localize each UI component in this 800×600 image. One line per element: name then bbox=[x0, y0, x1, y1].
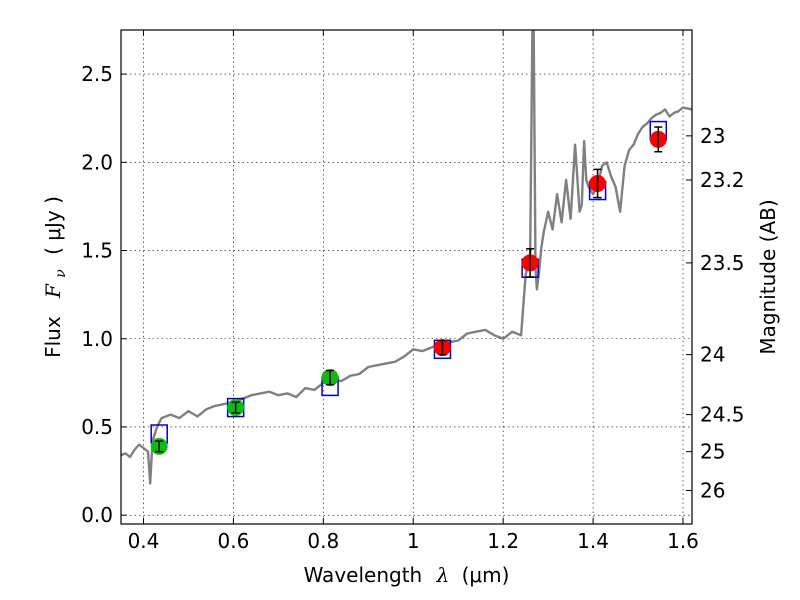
y-axis-label: Flux F ν ( μJy ) bbox=[41, 196, 70, 358]
y-axis-label-text: Flux bbox=[41, 316, 65, 358]
y-axis-unit: ( μJy ) bbox=[41, 196, 65, 255]
right-tick-label: 24 bbox=[700, 343, 725, 367]
right-tick-label: 23.2 bbox=[700, 168, 745, 192]
y-tick-label: 2.0 bbox=[81, 150, 113, 174]
right-tick-label: 24.5 bbox=[700, 403, 745, 427]
x-axis-label: Wavelength λ (μm) bbox=[304, 563, 510, 587]
spectrum-layer bbox=[121, 30, 692, 485]
x-tick-label: 1.2 bbox=[487, 529, 519, 553]
right-tick-label: 23 bbox=[700, 124, 725, 148]
x-axis-label-text: Wavelength bbox=[304, 563, 423, 587]
y-tick-label: 1.0 bbox=[81, 327, 113, 351]
y-tick-label: 2.5 bbox=[81, 62, 113, 86]
y-axis-symbol: F bbox=[41, 283, 65, 299]
x-tick-label: 1.6 bbox=[667, 529, 699, 553]
model-box-layer bbox=[150, 120, 668, 444]
y-tick-label: 1.5 bbox=[81, 239, 113, 263]
y-axis-subscript: ν bbox=[53, 269, 69, 278]
x-axis-unit: (μm) bbox=[462, 563, 510, 587]
tick-layer: 0.4 0.6 0.8 1 1.2 1.4 1.6 0.0 0.5 1.0 1.5 2.0 2.5 23 2… bbox=[81, 30, 745, 553]
x-tick-label: 1.4 bbox=[577, 529, 609, 553]
right-axis-label: Magnitude (AB) bbox=[756, 199, 780, 354]
plot-frame bbox=[120, 29, 693, 525]
right-tick-label: 23.5 bbox=[700, 251, 745, 275]
y-tick-label: 0.5 bbox=[81, 415, 113, 439]
model-spectrum-line bbox=[121, 30, 692, 485]
grid bbox=[121, 30, 692, 524]
x-axis-symbol: λ bbox=[436, 563, 450, 587]
right-tick-label: 26 bbox=[700, 478, 725, 502]
x-tick-label: 1 bbox=[407, 529, 420, 553]
x-tick-label: 0.6 bbox=[217, 529, 249, 553]
right-tick-label: 25 bbox=[700, 440, 725, 464]
x-tick-label: 0.8 bbox=[307, 529, 339, 553]
data-point-layer bbox=[150, 126, 667, 455]
y-tick-label: 0.0 bbox=[81, 503, 113, 527]
x-tick-label: 0.4 bbox=[128, 529, 160, 553]
